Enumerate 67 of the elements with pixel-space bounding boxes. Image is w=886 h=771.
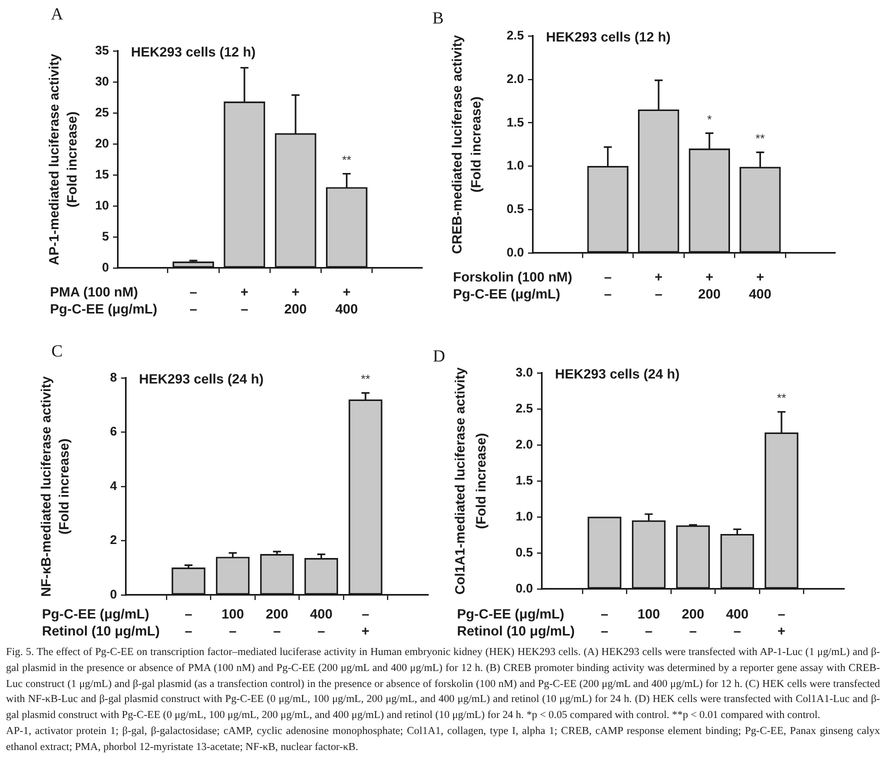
y-tick-label: 0.0	[516, 581, 534, 596]
x-tick-label: + 200	[698, 270, 721, 302]
x-tick-label: – –	[604, 270, 612, 302]
x-tick-label: 100 –	[637, 606, 660, 639]
x-tick-label: – –	[190, 284, 198, 317]
y-axis-title: NF-κB-mediated luciferase activity (Fold increase)	[38, 376, 72, 597]
data-label: **	[360, 372, 370, 386]
chart-title: C	[51, 341, 63, 360]
text: B	[432, 8, 444, 28]
x-tick-label: 400 –	[726, 606, 749, 639]
y-tick-label: 0.5	[516, 545, 534, 560]
y-tick-label: 2.5	[506, 28, 524, 42]
x-tick-label: + 400	[748, 270, 772, 302]
y-tick-label: 0	[110, 587, 118, 602]
x-axis-title: Pg-C-EE (μg/mL) Retinol (10 μg/mL)	[457, 606, 575, 639]
annotation: HEK293 cells (24 h)	[139, 372, 264, 387]
y-tick-label: 25	[95, 105, 110, 120]
data-label: *	[707, 112, 712, 127]
y-tick-label: 15	[95, 167, 110, 182]
chart-title: D	[432, 346, 446, 366]
x-tick-label: + –	[240, 284, 249, 317]
x-tick-label: – –	[600, 606, 609, 639]
y-tick-label: 1.0	[516, 509, 534, 524]
text: AP-1, activator protein 1; β-gal, β-galactosidase; cAMP, cyclic adenosine monophosphate; Col1A1, collagen, type I, alpha 1; CREB, cAMP response element binding; Pg-C-EE, Panax ginseng calyx ethanol extract; PMA, phorbol 12-myristate 13-acetate; NF-κB, nuclear factor-κB.	[6, 724, 880, 755]
y-axis-title: CREB-mediated luciferase activity (Fold increase)	[450, 34, 484, 254]
y-axis-title: Col1A1-mediated luciferase activity (Fold increase)	[452, 366, 489, 595]
y-tick-label: 2	[110, 533, 118, 548]
y-tick-label: 2.0	[506, 72, 524, 86]
caption: Fig. 5. The effect of Pg-C-EE on transcription factor–mediated luciferase activity in Human embryonic kidney (HEK) HEK293 cells. (A) HEK293 cells were transfected with AP-1-Luc (1 μg/mL) and β-gal plasmid in the presence or absence of PMA (100 nM) and Pg-C-EE (200 μg/mL and 400 μg/mL) for 12 h. (B) CREB promoter binding activity was determined by a reporter gene assay with CREB-Luc construct (1 μg/mL) and β-gal plasmid (as a transfection control) in the presence or absence of forskolin (100 nM) and Pg-C-EE (200 μg/mL and 400 μg/mL) for 12 h. (C) HEK cells were transfected with NF-κB-Luc and β-gal plasmid construct with Pg-C-EE (0 μg/mL, 100 μg/mL, 200 μg/mL, and 400 μg/mL) and retinol (10 μg/mL) for 24 h. (D) HEK cells were transfected with Col1A1-Luc and β-gal plasmid construct with Pg-C-EE (0 μg/mL, 100 μg/mL, 200 μg/mL, and 400 μg/mL) and retinol (10 μg/mL) for 24 h. *p < 0.05 compared with control. **p < 0.01 compared with control.	[6, 645, 880, 724]
x-axis-title: PMA (100 nM) Pg-C-EE (μg/mL)	[50, 284, 158, 317]
x-axis-title: Pg-C-EE (μg/mL) Retinol (10 μg/mL)	[42, 606, 160, 639]
x-tick-label: – +	[362, 606, 370, 639]
y-tick-label: 1.0	[506, 158, 524, 173]
x-tick-label: + 400	[335, 284, 358, 317]
y-tick-label: 2.0	[516, 437, 534, 452]
data-label: **	[342, 153, 352, 168]
x-tick-label: 200 –	[266, 606, 288, 639]
annotation: HEK293 cells (12 h)	[131, 44, 256, 60]
x-tick-label: 100 –	[221, 606, 244, 639]
y-tick-label: 0.5	[506, 202, 524, 216]
y-tick-label: 2.5	[516, 401, 534, 416]
y-axis-title: AP-1-mediated luciferase activity (Fold increase)	[46, 53, 80, 266]
x-tick-label: + –	[654, 270, 663, 302]
y-tick-label: 30	[95, 74, 110, 88]
x-tick-label: – +	[778, 606, 786, 639]
y-tick-label: 35	[95, 43, 110, 58]
y-tick-label: 1.5	[516, 473, 534, 488]
y-tick-label: 0.0	[506, 245, 524, 260]
y-tick-label: 5	[102, 229, 110, 244]
x-axis-title: Forskolin (100 nM) Pg-C-EE (μg/mL)	[453, 270, 572, 302]
data-label: **	[776, 391, 786, 406]
x-tick-label: 400 –	[310, 606, 333, 639]
y-tick-label: 8	[110, 370, 118, 384]
x-tick-label: + 200	[284, 284, 307, 317]
y-tick-label: 6	[110, 424, 118, 439]
annotation: HEK293 cells (12 h)	[546, 30, 671, 45]
annotation: HEK293 cells (24 h)	[555, 366, 680, 382]
y-tick-label: 0	[102, 260, 110, 274]
chart-title: A	[50, 4, 64, 24]
x-tick-label: – –	[184, 606, 193, 639]
data-label: **	[756, 132, 766, 146]
y-tick-label: 20	[95, 136, 110, 150]
y-tick-label: 1.5	[506, 115, 524, 130]
y-tick-label: 3.0	[516, 365, 534, 380]
y-tick-label: 10	[95, 198, 110, 212]
x-tick-label: 200 –	[682, 606, 704, 639]
y-tick-label: 4	[110, 478, 118, 493]
